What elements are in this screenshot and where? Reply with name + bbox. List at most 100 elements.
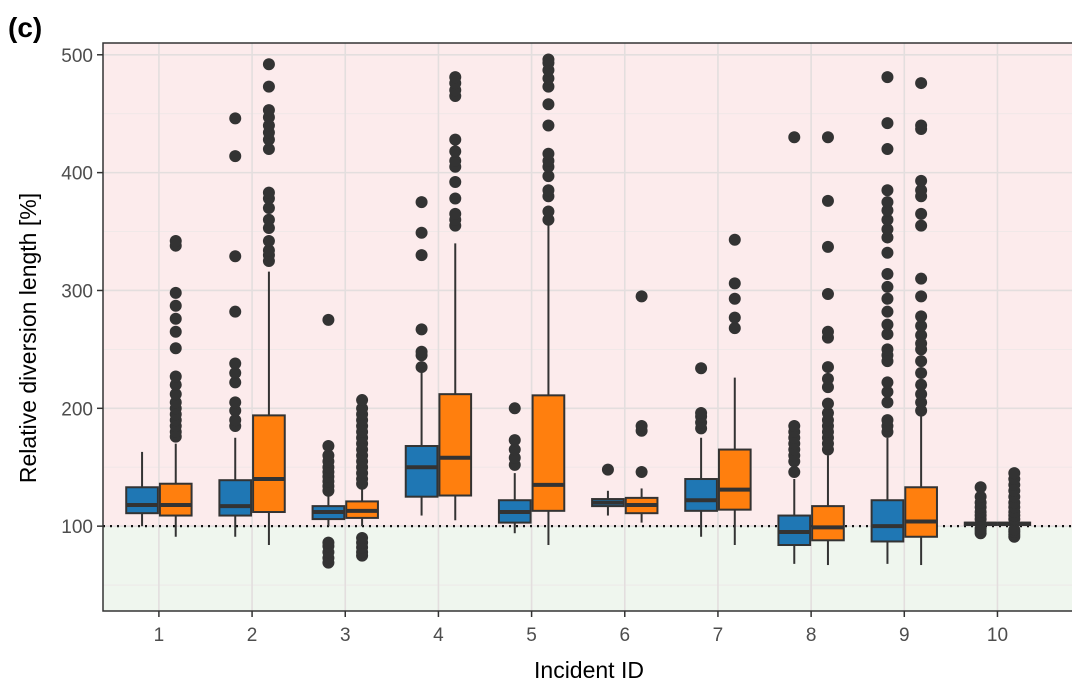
box-2-s1-outlier-5	[262, 213, 275, 226]
box-4-s0-outlier-6	[415, 196, 428, 209]
box-4-s0-outlier-5	[415, 226, 428, 239]
box-5-s0-outlier-3	[508, 434, 521, 447]
box-1-s1-outlier-8	[169, 378, 182, 391]
box-5-s1-outlier-4	[542, 170, 555, 183]
box-8-s1-outlier-16	[821, 131, 834, 144]
box-1-s1-box	[158, 482, 193, 517]
box-8-s1-outlier-10	[821, 361, 834, 374]
box-5-s0-outlier-4	[508, 402, 521, 415]
box-6-s1	[624, 290, 659, 523]
box-4-s0-outlier-4	[415, 249, 428, 262]
y-tick-label-400: 400	[61, 164, 93, 185]
box-10-s0-outlier-9	[974, 481, 987, 494]
box-2-s0-outlier-7	[229, 305, 242, 318]
box-2-s1	[252, 58, 286, 546]
box-6-s0-outlier-0	[601, 463, 614, 476]
box-5-s1-outlier-7	[542, 147, 555, 160]
box-1-s1-outlier-6	[169, 396, 182, 409]
box-9-s0-outlier-18	[881, 213, 894, 226]
box-8-s0-outlier-7	[788, 419, 801, 432]
box-2-s0-box	[218, 479, 253, 517]
box-2-s1-outlier-8	[262, 186, 275, 199]
box-2-s1-outlier-15	[262, 80, 275, 93]
box-9-s1-outlier-1	[915, 396, 928, 409]
box-4-s0-box	[404, 445, 439, 498]
y-tick-label-500: 500	[61, 46, 93, 67]
box-9-s0-outlier-8	[881, 343, 894, 356]
box-1-s1-outlier-11	[169, 325, 182, 338]
box-1-s0-box	[125, 486, 159, 515]
box-2-s0-outlier-6	[229, 357, 242, 370]
box-10-s0	[963, 481, 998, 540]
y-tick-label-200: 200	[61, 399, 93, 420]
box-8-s1-outlier-13	[821, 288, 834, 301]
x-tick-label-2: 2	[247, 625, 258, 646]
plot-frame	[102, 42, 1072, 612]
box-3-s0-outlier-14	[322, 313, 335, 326]
box-2-s0	[218, 112, 253, 537]
box-3-s0-outlier-13	[322, 440, 335, 453]
box-3-s1-outlier-18	[356, 402, 369, 415]
box-7-s0-box	[684, 478, 718, 512]
box-6-s1-outlier-2	[635, 419, 648, 432]
box-8-s1-outlier-8	[821, 381, 834, 394]
box-9-s0-outlier-12	[881, 292, 894, 305]
x-tick-label-5: 5	[526, 625, 537, 646]
box-8-s1-outlier-7	[821, 397, 834, 410]
box-1-s0	[125, 451, 159, 527]
x-tick-label-1: 1	[154, 625, 165, 646]
box-1-s1	[158, 234, 193, 537]
box-9-s1	[904, 77, 938, 566]
box-9-s1-outlier-20	[915, 77, 928, 90]
box-3-s0-outlier-4	[322, 536, 335, 549]
box-8-s1-outlier-14	[821, 240, 834, 253]
box-10-s1	[997, 467, 1032, 543]
background-band-0	[103, 43, 1072, 527]
x-tick-label-8: 8	[806, 625, 817, 646]
box-4-s1-outlier-6	[449, 154, 462, 167]
x-axis-ticks: 1 2 3 4 5 6 7 8 9 10	[154, 611, 1008, 646]
box-8-s0-outlier-8	[788, 131, 801, 144]
box-9-s0-outlier-16	[881, 231, 894, 244]
box-8-s1-outlier-12	[821, 325, 834, 338]
box-9-s1-outlier-7	[915, 337, 928, 350]
x-tick-label-6: 6	[619, 625, 630, 646]
x-tick-label-7: 7	[713, 625, 724, 646]
box-9-s1-outlier-13	[915, 219, 928, 232]
box-9-s0-outlier-10	[881, 318, 894, 331]
box-7-s0-outlier-3	[695, 407, 708, 420]
box-5-s1-outlier-8	[542, 119, 555, 132]
box-9-s1-outlier-16	[915, 184, 928, 197]
box-series	[125, 53, 1032, 569]
x-axis-title: Incident ID	[534, 657, 644, 683]
box-2-s0-outlier-9	[229, 150, 242, 163]
box-9-s0-outlier-23	[881, 117, 894, 130]
box-7-s1	[717, 233, 752, 546]
box-4-s1-outlier-12	[449, 71, 462, 84]
box-7-s1-outlier-4	[728, 233, 741, 246]
panel-label: (c)	[8, 12, 42, 43]
box-7-s0	[684, 362, 718, 537]
box-5-s1-outlier-3	[542, 184, 555, 197]
box-9-s0-outlier-21	[881, 184, 894, 197]
box-5-s1-outlier-9	[542, 98, 555, 111]
box-9-s0-outlier-20	[881, 196, 894, 209]
box-1-s1-outlier-13	[169, 299, 182, 312]
box-8-s1-outlier-9	[821, 372, 834, 385]
box-9-s0-outlier-2	[881, 414, 894, 427]
x-tick-label-10: 10	[987, 625, 1008, 646]
box-8-s1	[811, 131, 845, 566]
box-5-s1	[531, 53, 566, 546]
box-5-s0-outlier-2	[508, 443, 521, 456]
box-9-s1-outlier-17	[915, 174, 928, 187]
box-6-s0	[591, 463, 625, 516]
box-8-s1-outlier-15	[821, 194, 834, 207]
box-4-s1-outlier-4	[449, 176, 462, 189]
box-1-s1-outlier-10	[169, 342, 182, 355]
box-3-s1-outlier-4	[356, 531, 369, 544]
box-4-s1-outlier-2	[449, 207, 462, 220]
box-9-s1-outlier-11	[915, 290, 928, 303]
box-5-s1-outlier-1	[542, 205, 555, 218]
x-tick-label-4: 4	[433, 625, 444, 646]
